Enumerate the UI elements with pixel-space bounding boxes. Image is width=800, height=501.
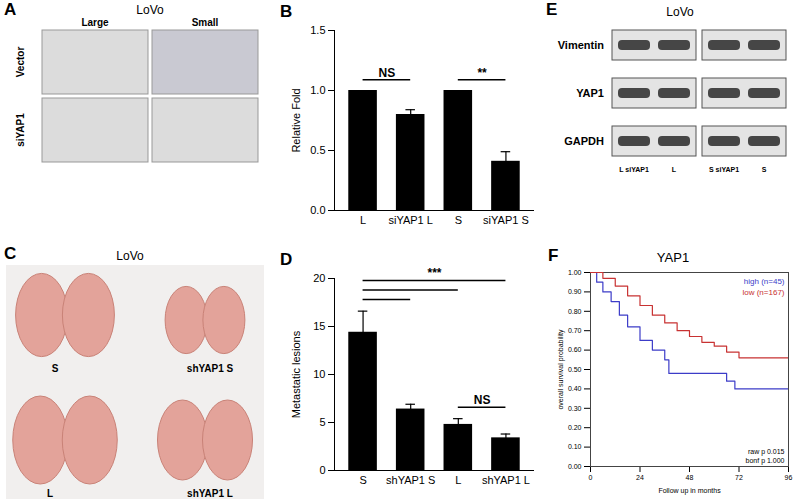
- svg-text:0.50: 0.50: [568, 366, 582, 373]
- svg-text:24: 24: [636, 474, 644, 481]
- svg-text:0.70: 0.70: [568, 327, 582, 334]
- svg-text:0.80: 0.80: [568, 308, 582, 315]
- svg-text:0.40: 0.40: [568, 385, 582, 392]
- html-text:E: E: [546, 0, 558, 19]
- svg-text:siYAP1 L: siYAP1 L: [388, 214, 432, 226]
- svg-text:S: S: [455, 214, 462, 226]
- html-text:C: C: [4, 244, 17, 263]
- svg-text:0.0: 0.0: [310, 204, 325, 216]
- svg-text:GAPDH: GAPDH: [564, 135, 604, 147]
- html-text:B: B: [280, 2, 293, 21]
- svg-text:high (n=45): high (n=45): [744, 277, 785, 286]
- svg-text:shYAP1 S: shYAP1 S: [187, 363, 234, 374]
- svg-text:LoVo: LoVo: [116, 249, 144, 263]
- html-text:D: D: [280, 250, 293, 269]
- svg-text:L siYAP1: L siYAP1: [619, 166, 649, 173]
- svg-text:10: 10: [313, 368, 325, 380]
- svg-text:1.00: 1.00: [568, 269, 582, 276]
- svg-text:S: S: [52, 363, 59, 374]
- svg-text:LoVo: LoVo: [666, 5, 694, 19]
- html-text:F: F: [548, 246, 559, 265]
- svg-text:shYAP1 S: shYAP1 S: [386, 474, 435, 486]
- svg-text:overall survival probability: overall survival probability: [557, 329, 565, 410]
- svg-text:L: L: [47, 488, 53, 499]
- svg-text:0.30: 0.30: [568, 405, 582, 412]
- svg-text:0.60: 0.60: [568, 346, 582, 353]
- svg-text:Vector: Vector: [15, 47, 26, 78]
- svg-text:5: 5: [319, 416, 325, 428]
- svg-text:0: 0: [319, 464, 325, 476]
- svg-text:Vimentin: Vimentin: [558, 39, 605, 51]
- svg-text:S siYAP1: S siYAP1: [709, 166, 739, 173]
- svg-text:L: L: [672, 166, 677, 173]
- svg-text:Follow up in months: Follow up in months: [658, 487, 721, 495]
- svg-text:LoVo: LoVo: [136, 3, 164, 17]
- svg-text:0.00: 0.00: [568, 463, 582, 470]
- svg-text:1.5: 1.5: [310, 24, 325, 36]
- svg-text:Large: Large: [81, 17, 109, 28]
- svg-text:S: S: [359, 474, 366, 486]
- svg-text:0.20: 0.20: [568, 424, 582, 431]
- svg-text:shYAP1 L: shYAP1 L: [187, 488, 233, 499]
- html-text:YAP1: YAP1: [656, 250, 690, 265]
- svg-text:bonf p 1.000: bonf p 1.000: [746, 457, 785, 465]
- svg-text:siYAP1: siYAP1: [15, 113, 26, 147]
- svg-text:shYAP1 L: shYAP1 L: [482, 474, 530, 486]
- svg-text:Relative Fold: Relative Fold: [290, 88, 302, 152]
- svg-text:**: **: [477, 66, 487, 80]
- svg-text:1.0: 1.0: [310, 84, 325, 96]
- svg-text:NS: NS: [379, 66, 396, 80]
- svg-text:NS: NS: [474, 393, 491, 407]
- svg-text:Metastatic lesions: Metastatic lesions: [290, 330, 302, 418]
- svg-text:L: L: [360, 214, 366, 226]
- svg-text:L: L: [455, 474, 461, 486]
- svg-text:20: 20: [313, 272, 325, 284]
- svg-text:48: 48: [686, 474, 694, 481]
- html-text:A: A: [4, 0, 17, 19]
- svg-text:Small: Small: [192, 17, 219, 28]
- svg-text:0.10: 0.10: [568, 443, 582, 450]
- svg-text:0.90: 0.90: [568, 288, 582, 295]
- svg-text:72: 72: [735, 474, 743, 481]
- svg-text:low (n=167): low (n=167): [742, 288, 784, 297]
- svg-text:siYAP1 S: siYAP1 S: [483, 214, 529, 226]
- svg-text:YAP1: YAP1: [576, 87, 604, 99]
- svg-text:S: S: [762, 166, 767, 173]
- svg-text:15: 15: [313, 320, 325, 332]
- svg-text:0: 0: [589, 474, 593, 481]
- svg-text:raw p 0.015: raw p 0.015: [748, 448, 785, 456]
- svg-text:0.5: 0.5: [310, 144, 325, 156]
- svg-text:***: ***: [427, 266, 441, 280]
- svg-text:96: 96: [785, 474, 793, 481]
